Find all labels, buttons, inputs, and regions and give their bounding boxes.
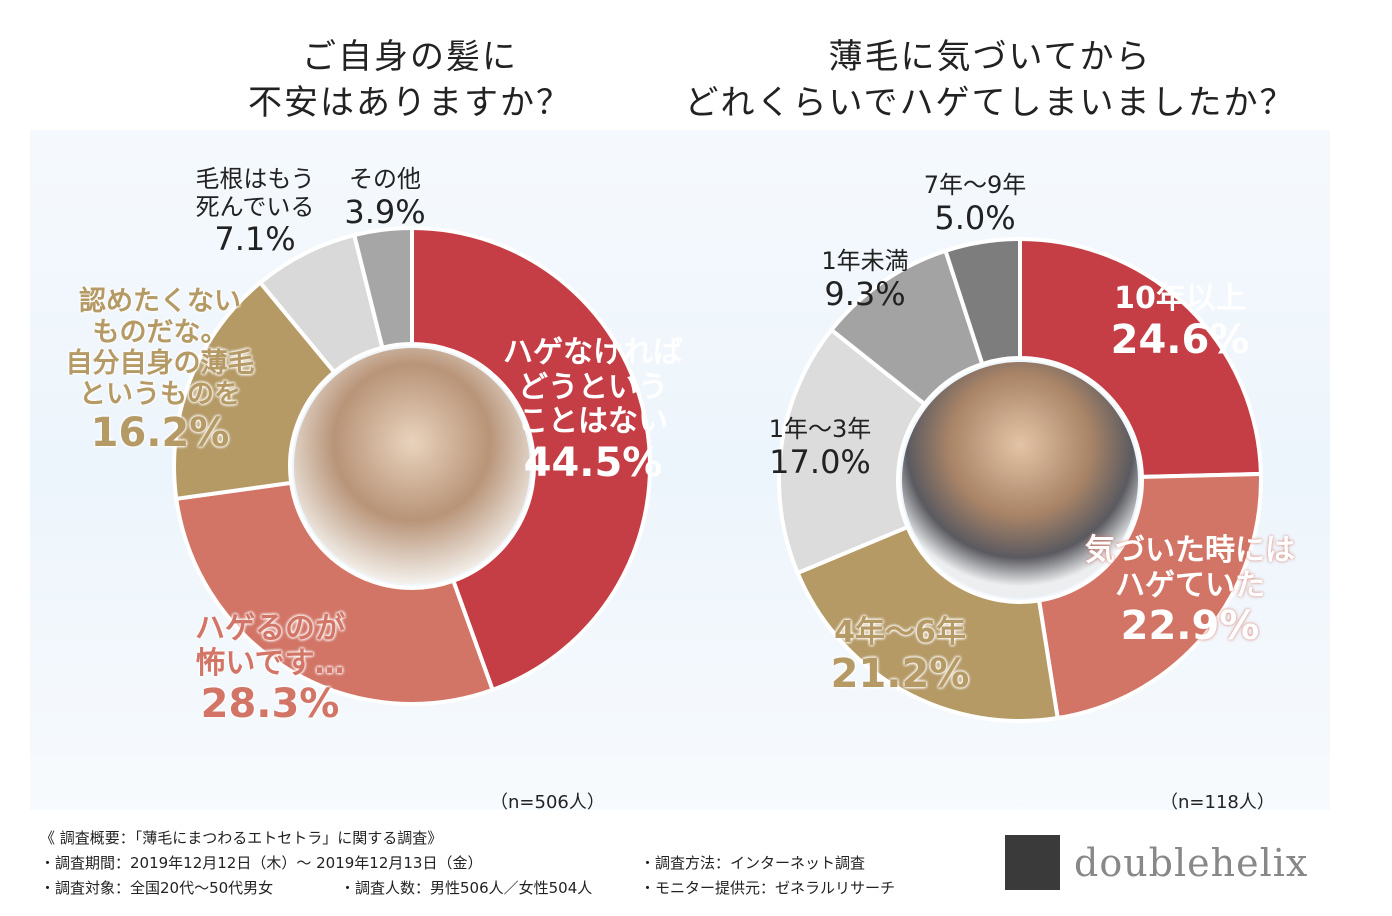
survey-target: ・調査対象：全国20代〜50代男女	[40, 879, 274, 897]
center-photo-0	[294, 348, 530, 584]
title-line: ご自身の髪に	[302, 37, 518, 77]
label-slice-1-3: 1年〜3年 17.0%	[768, 415, 872, 481]
label-slice-1-0: 10年以上 24.6%	[1110, 281, 1250, 363]
title-line: 薄毛に気づいてから	[828, 37, 1152, 77]
survey-count: ・調査人数：男性506人／女性504人	[340, 879, 593, 897]
sample-size: （n=506人）	[490, 792, 605, 813]
label-slice-0-3: 毛根はもう 死んでいる 7.1%	[195, 165, 315, 259]
label-slice-1-5: 7年〜9年 5.0%	[923, 171, 1027, 237]
label-slice-0-0: ハゲなければ どうという ことはない 44.5%	[503, 335, 683, 486]
label-slice-0-1: ハゲるのが 怖いです… 28.3%	[195, 611, 345, 727]
title-line: どれくらいでハゲてしまいましたか？	[684, 83, 1296, 123]
left-chart-title: ご自身の髪に 不安はありますか？	[140, 34, 680, 126]
donut-slice-1-1	[1036, 471, 1263, 721]
donut-slice-0-2	[172, 279, 338, 502]
donut-slice-1-0	[1018, 236, 1263, 479]
dna-icon	[1005, 835, 1060, 890]
donut-slice-1-2	[795, 524, 1060, 723]
title-line: 不安はありますか？	[248, 83, 572, 123]
sample-size: （n=118人）	[1160, 792, 1275, 813]
label-slice-1-2: 4年〜6年 21.2%	[830, 615, 970, 697]
donut-slice-1-3	[777, 327, 928, 576]
label-slice-1-4: 1年未満 9.3%	[821, 247, 909, 313]
donut-slice-1-5	[943, 236, 1022, 367]
doublehelix-logo: doublehelix	[1005, 835, 1308, 890]
survey-monitor: ・モニター提供元：ゼネラルリサーチ	[640, 879, 896, 897]
survey-period: ・調査期間：2019年12月12日（木）〜 2019年12月13日（金）	[40, 854, 483, 872]
survey-heading: 《 調査概要：「薄毛にまつわるエトセトラ」に関する調査》	[40, 829, 443, 847]
donut-slice-0-1	[174, 480, 496, 706]
logo-text: doublehelix	[1074, 840, 1309, 885]
label-slice-1-1: 気づいた時には ハゲていた 22.9%	[1085, 533, 1295, 649]
donut-slice-0-0	[410, 225, 652, 693]
survey-method: ・調査方法：インターネット調査	[640, 854, 866, 872]
center-photo-1	[902, 362, 1138, 598]
right-chart-title: 薄毛に気づいてから どれくらいでハゲてしまいましたか？	[640, 34, 1340, 126]
label-slice-0-2: 認めたくない ものだな。 自分自身の薄毛 というものを 16.2%	[65, 286, 255, 457]
label-slice-0-4: その他 3.9%	[344, 165, 426, 231]
donut-slice-0-4	[351, 225, 414, 351]
